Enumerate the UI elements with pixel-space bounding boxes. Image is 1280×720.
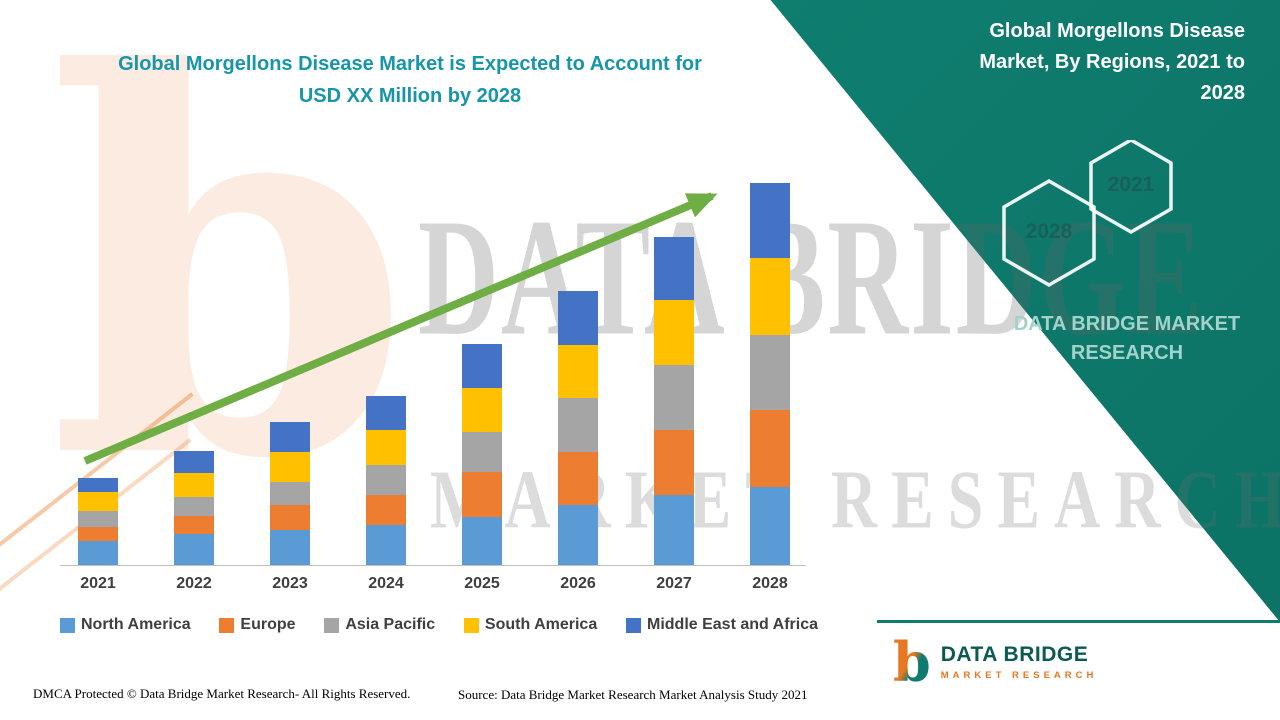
bar-2028 (750, 183, 790, 565)
hexagon-graphics (1002, 140, 1173, 288)
logo-name: DATA BRIDGE (940, 643, 1089, 667)
segment-south-america (174, 473, 214, 497)
segment-middle-east-and-africa (462, 344, 502, 388)
segment-europe (366, 495, 406, 525)
segment-middle-east-and-africa (78, 478, 118, 492)
hexagon-2028-outline (1002, 178, 1096, 288)
legend-label-south-america: South America (484, 616, 598, 633)
chart-title: Global Morgellons Disease Market is Expe… (60, 48, 760, 112)
segment-asia-pacific (654, 365, 694, 430)
legend-item-asia-pacific: Asia Pacific (324, 616, 435, 634)
banner-brand-line1: DATA BRIDGE MARKET (1013, 313, 1241, 335)
x-axis-label-2024: 2024 (368, 575, 404, 592)
segment-europe (78, 527, 118, 541)
x-axis-label-2023: 2023 (272, 575, 308, 592)
segment-asia-pacific (750, 335, 790, 410)
segment-middle-east-and-africa (558, 291, 598, 345)
banner-brand-line2: RESEARCH (1070, 342, 1184, 364)
bar-2027 (654, 237, 694, 565)
segment-north-america (654, 495, 694, 565)
segment-asia-pacific (462, 432, 502, 472)
bar-2025 (462, 344, 502, 565)
chart-legend: North America Europe Asia Pacific South Ame… (60, 616, 818, 634)
logo-b-icon: b (893, 630, 931, 694)
segment-asia-pacific (558, 398, 598, 452)
segment-europe (750, 410, 790, 487)
segment-europe (558, 452, 598, 505)
segment-south-america (558, 345, 598, 398)
legend-swatch-europe (219, 617, 235, 633)
dmca-notice: DMCA Protected © Data Bridge Market Rese… (33, 686, 411, 701)
logo-subname: MARKET RESEARCH (940, 670, 1098, 682)
segment-middle-east-and-africa (174, 451, 214, 473)
segment-europe (270, 505, 310, 530)
x-axis-label-2027: 2027 (656, 575, 692, 592)
segment-middle-east-and-africa (750, 183, 790, 258)
legend-item-north-america: North America (60, 616, 191, 634)
x-axis-label-2026: 2026 (560, 575, 596, 592)
segment-asia-pacific (270, 482, 310, 505)
legend-label-middle-east-and-africa: Middle East and Africa (647, 616, 818, 633)
segment-south-america (462, 388, 502, 432)
x-axis-label-2025: 2025 (464, 575, 500, 592)
x-axis-label-2028: 2028 (752, 575, 788, 592)
segment-north-america (558, 505, 598, 565)
bar-2022 (174, 451, 214, 565)
legend-item-europe: Europe (219, 616, 296, 634)
bar-2021 (78, 478, 118, 565)
chart-title-line1: Global Morgellons Disease Market is Expe… (118, 53, 702, 75)
segment-north-america (78, 541, 118, 565)
x-axis-label-2021: 2021 (80, 575, 116, 592)
segment-north-america (174, 534, 214, 565)
x-axis-labels: 2021 2022 2023 2024 2025 2026 2027 2028 (60, 575, 820, 599)
brand-logo: b DATA BRIDGE MARKET RESEARCH (893, 630, 1098, 694)
hexagon-2021-outline (1089, 140, 1173, 235)
legend-item-south-america: South America (463, 616, 598, 634)
hexagon-label-2028: 2028 (1025, 220, 1073, 243)
segment-north-america (366, 525, 406, 565)
logo-text: DATA BRIDGE MARKET RESEARCH (941, 643, 1098, 681)
x-axis-label-2022: 2022 (176, 575, 212, 592)
segment-north-america (750, 487, 790, 565)
chart-title-line2: USD XX Million by 2028 (298, 85, 522, 107)
segment-south-america (270, 452, 310, 482)
legend-swatch-middle-east-and-africa (626, 617, 641, 633)
segment-asia-pacific (366, 465, 406, 495)
divider-line (877, 620, 1280, 623)
segment-south-america (78, 492, 118, 511)
segment-middle-east-and-africa (366, 396, 406, 430)
segment-europe (462, 472, 502, 517)
segment-north-america (270, 530, 310, 565)
segment-south-america (750, 258, 790, 335)
legend-label-europe: Europe (240, 616, 296, 633)
legend-swatch-north-america (60, 617, 75, 633)
segment-middle-east-and-africa (654, 237, 694, 300)
bar-2023 (270, 422, 310, 565)
segment-europe (174, 516, 214, 534)
segment-south-america (654, 300, 694, 365)
banner-title: Global Morgellons Disease Market, By Reg… (979, 20, 1245, 104)
segment-asia-pacific (174, 497, 214, 516)
legend-label-asia-pacific: Asia Pacific (345, 616, 436, 633)
legend-swatch-asia-pacific (324, 617, 340, 633)
banner-brand-text: DATA BRIDGE MARKET RESEARCH (1007, 310, 1247, 368)
segment-south-america (366, 430, 406, 465)
legend-label-north-america: North America (81, 616, 191, 633)
segment-middle-east-and-africa (270, 422, 310, 452)
segment-asia-pacific (78, 511, 118, 527)
bar-2024 (366, 396, 406, 565)
hexagon-label-2021: 2021 (1107, 173, 1155, 196)
source-note: Source: Data Bridge Market Research Mark… (458, 687, 808, 702)
bar-2026 (558, 291, 598, 565)
segment-north-america (462, 517, 502, 565)
legend-swatch-south-america (463, 617, 479, 633)
plot-area (60, 173, 806, 566)
legend-item-middle-east-and-africa: Middle East and Africa (626, 616, 818, 634)
segment-europe (654, 430, 694, 495)
